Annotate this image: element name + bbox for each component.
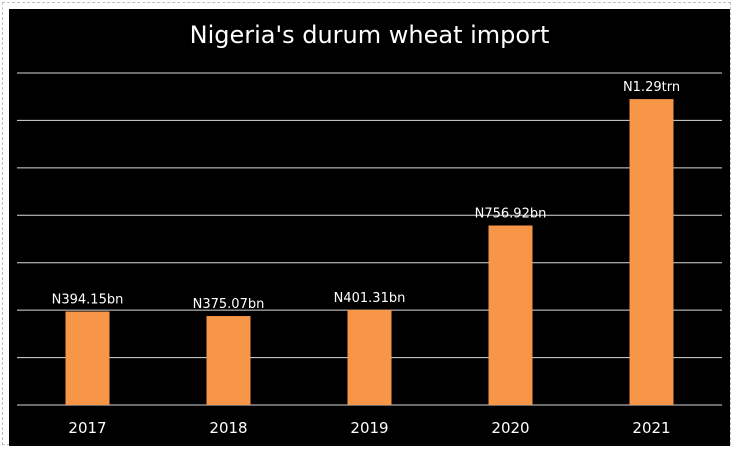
- data-label-2018: N375.07bn: [193, 297, 265, 312]
- bar-2019: [347, 309, 392, 405]
- bar-2020: [488, 225, 533, 405]
- x-tick-label-2018: 2018: [209, 419, 247, 437]
- bar-2018: [206, 316, 251, 405]
- x-tick-label-2020: 2020: [491, 419, 529, 437]
- data-label-2021: N1.29trn: [623, 80, 680, 95]
- bar-2021: [629, 99, 674, 405]
- chart-area: Nigeria's durum wheat import N394.15bn 20…: [9, 9, 730, 446]
- x-tick-label-2017: 2017: [68, 419, 106, 437]
- data-label-2019: N401.31bn: [334, 291, 406, 306]
- x-tick-label-2021: 2021: [632, 419, 670, 437]
- data-label-2020: N756.92bn: [475, 207, 547, 222]
- bar-chart: N394.15bn 2017 N375.07bn 2018 N401.31bn 2019 N…: [17, 72, 722, 437]
- x-tick-label-2019: 2019: [350, 419, 388, 437]
- bar-2017: [65, 311, 110, 405]
- chart-title: Nigeria's durum wheat import: [189, 21, 550, 49]
- data-label-2017: N394.15bn: [52, 293, 124, 308]
